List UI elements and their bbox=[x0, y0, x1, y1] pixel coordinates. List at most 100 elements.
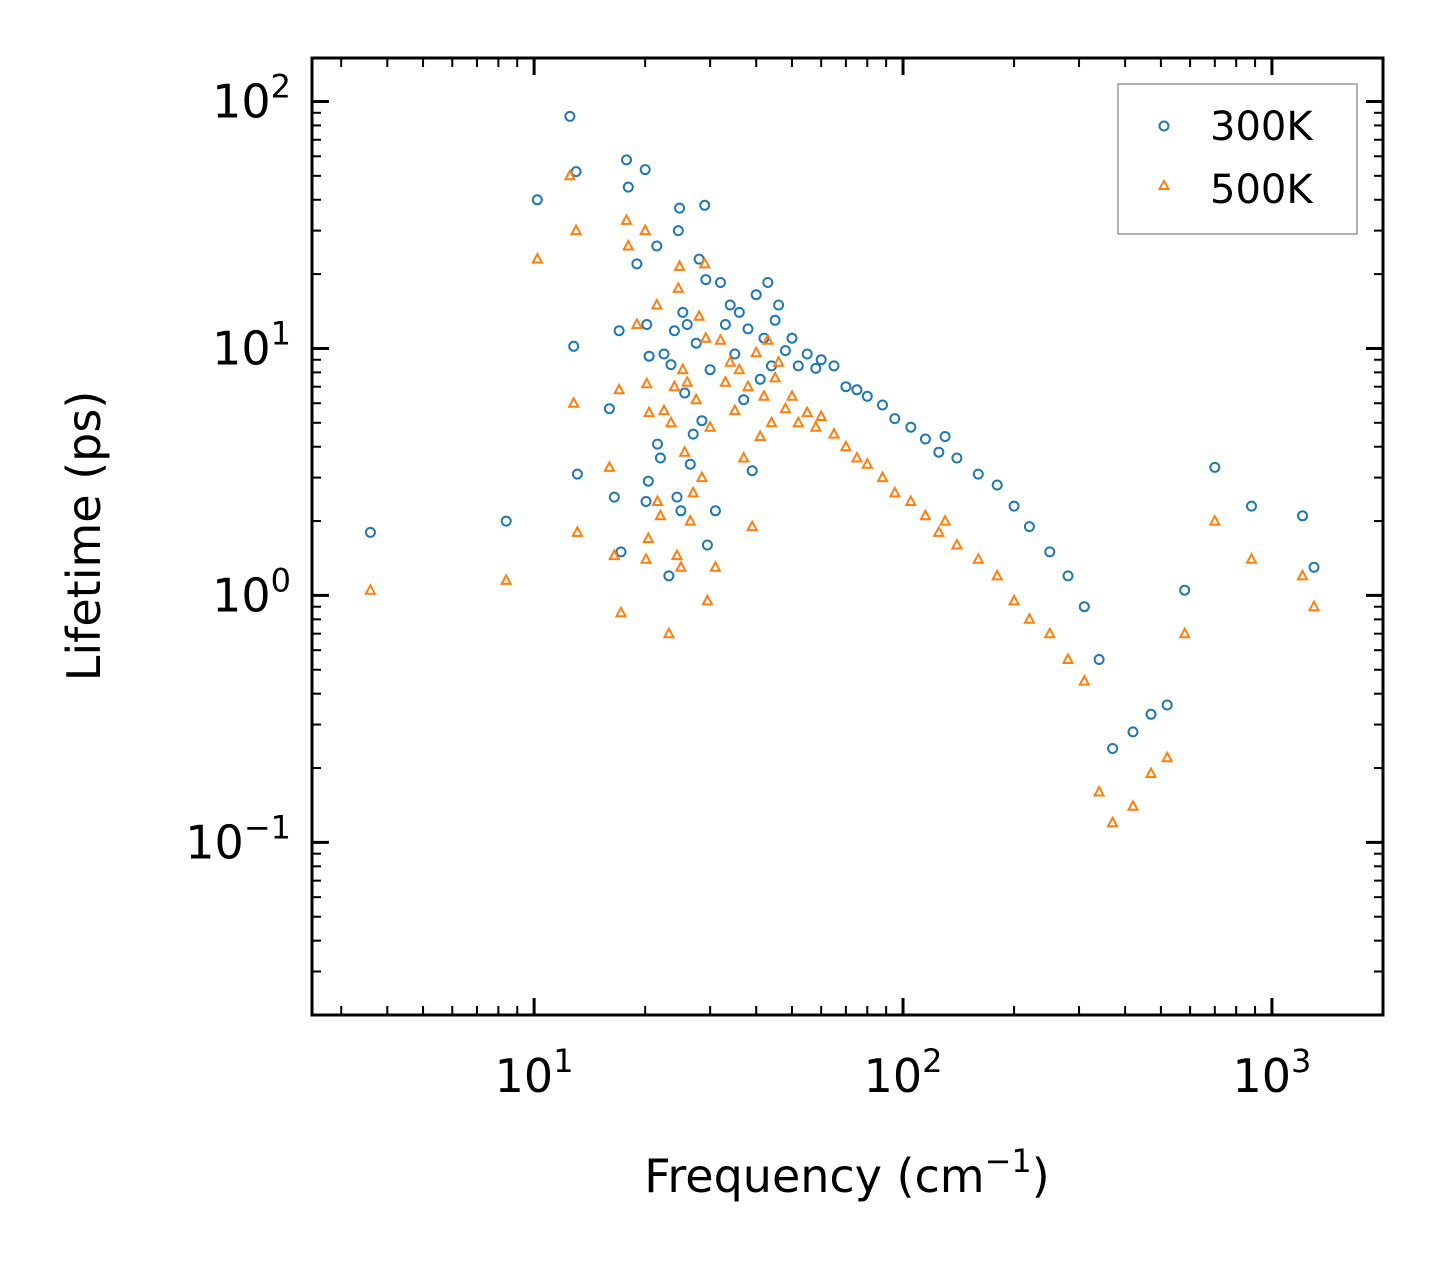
y-tick-label-base: 10 bbox=[185, 815, 244, 869]
point-300k bbox=[815, 354, 827, 366]
point-300k bbox=[677, 306, 689, 318]
point-500k bbox=[603, 460, 616, 472]
point-500k bbox=[642, 531, 655, 543]
point-300k bbox=[690, 337, 702, 349]
point-500k bbox=[733, 362, 746, 375]
point-300k bbox=[675, 505, 687, 517]
point-500k bbox=[672, 281, 685, 293]
point-500k bbox=[1126, 799, 1140, 811]
point-500k bbox=[630, 317, 644, 329]
point-300k bbox=[861, 390, 873, 402]
x-tick-label: 101 bbox=[495, 1042, 574, 1103]
point-500k bbox=[772, 355, 785, 367]
point-300k bbox=[696, 415, 708, 427]
data-markers bbox=[364, 110, 1321, 828]
y-tick-label-base: 10 bbox=[212, 321, 271, 375]
point-500k bbox=[750, 345, 763, 358]
point-300k bbox=[972, 468, 984, 480]
x-tick-label: 102 bbox=[864, 1042, 943, 1103]
y-tick-label: 102 bbox=[212, 67, 291, 128]
point-500k bbox=[674, 560, 688, 572]
point-300k bbox=[699, 199, 711, 211]
point-300k bbox=[568, 340, 580, 352]
point-500k bbox=[950, 537, 964, 550]
point-300k bbox=[668, 325, 680, 337]
y-tick-label: 10−1 bbox=[185, 808, 291, 869]
point-300k bbox=[1246, 500, 1257, 512]
point-500k bbox=[639, 552, 653, 564]
point-500k bbox=[668, 379, 681, 392]
point-300k bbox=[810, 362, 822, 374]
point-300k bbox=[608, 491, 620, 503]
point-300k bbox=[679, 387, 691, 399]
point-300k bbox=[754, 373, 766, 385]
point-500k bbox=[888, 485, 901, 498]
point-300k bbox=[658, 348, 670, 360]
legend-300k-marker bbox=[1158, 120, 1170, 132]
point-300k bbox=[704, 364, 716, 376]
point-500k bbox=[765, 415, 778, 428]
point-500k bbox=[737, 450, 750, 463]
point-300k bbox=[709, 505, 721, 517]
point-500k bbox=[809, 420, 822, 432]
point-300k bbox=[684, 458, 696, 470]
point-500k bbox=[567, 396, 580, 408]
point-500k bbox=[746, 519, 759, 532]
point-300k bbox=[773, 299, 785, 311]
point-300k bbox=[364, 526, 376, 538]
point-300k bbox=[919, 433, 931, 445]
point-300k bbox=[651, 240, 663, 252]
point-300k bbox=[1297, 510, 1308, 522]
point-500k bbox=[1208, 513, 1221, 526]
point-500k bbox=[1106, 815, 1119, 828]
point-500k bbox=[531, 251, 544, 264]
point-300k bbox=[750, 289, 762, 301]
point-300k bbox=[1044, 546, 1056, 558]
y-tick-label-base: 10 bbox=[212, 568, 271, 622]
point-300k bbox=[905, 421, 917, 433]
point-500k bbox=[662, 626, 676, 639]
point-300k bbox=[951, 452, 963, 464]
point-300k bbox=[631, 258, 643, 270]
point-500k bbox=[850, 450, 864, 463]
point-500k bbox=[639, 223, 652, 236]
point-300k bbox=[1308, 561, 1320, 573]
point-500k bbox=[664, 415, 678, 428]
x-tick-label-base: 10 bbox=[1232, 1049, 1291, 1103]
point-500k bbox=[761, 333, 774, 345]
point-500k bbox=[676, 362, 689, 375]
point-500k bbox=[1043, 626, 1056, 639]
series-500k bbox=[364, 168, 1321, 828]
point-500k bbox=[1007, 593, 1021, 606]
point-300k bbox=[724, 299, 736, 311]
point-300k bbox=[792, 360, 804, 372]
legend-500k-marker bbox=[1157, 178, 1171, 190]
point-500k bbox=[1078, 673, 1091, 686]
point-300k bbox=[663, 570, 675, 582]
point-300k bbox=[615, 546, 627, 558]
point-500k bbox=[827, 426, 841, 439]
point-300k bbox=[828, 360, 840, 372]
point-300k bbox=[500, 515, 512, 527]
point-300k bbox=[652, 438, 663, 450]
y-tick-label-exp: 2 bbox=[271, 67, 291, 105]
point-500k bbox=[622, 238, 635, 251]
point-300k bbox=[654, 452, 666, 464]
y-tick-label-exp: −1 bbox=[244, 808, 291, 846]
point-500k bbox=[876, 470, 889, 483]
point-500k bbox=[815, 409, 828, 421]
point-300k bbox=[729, 348, 741, 360]
point-300k bbox=[665, 359, 677, 371]
point-300k bbox=[762, 277, 774, 288]
point-300k bbox=[641, 319, 653, 330]
point-500k bbox=[673, 259, 686, 271]
point-500k bbox=[640, 376, 653, 389]
point-300k bbox=[672, 225, 684, 237]
point-300k bbox=[531, 194, 543, 206]
point-300k bbox=[1127, 726, 1139, 738]
point-300k bbox=[733, 306, 745, 318]
point-300k bbox=[642, 475, 654, 487]
point-500k bbox=[1061, 652, 1075, 664]
point-300k bbox=[1093, 654, 1105, 665]
point-300k bbox=[640, 496, 652, 507]
